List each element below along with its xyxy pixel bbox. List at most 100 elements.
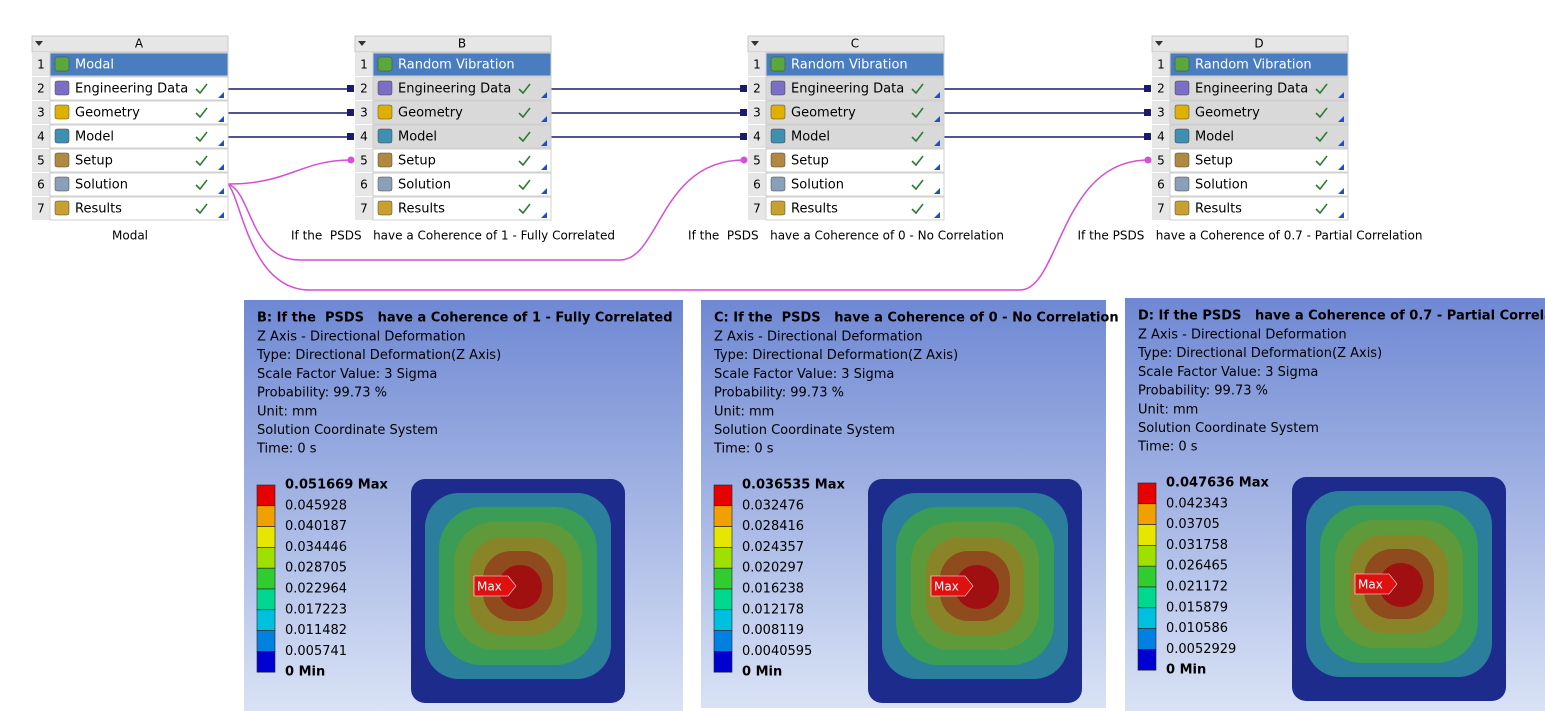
row-cell <box>765 196 945 221</box>
status-corner <box>218 116 224 122</box>
row-cell <box>372 196 552 221</box>
row-number: 7 <box>37 202 45 216</box>
legend-band <box>1137 524 1157 546</box>
legend-band <box>713 651 733 673</box>
legend-band <box>713 547 733 569</box>
legend-label: 0.015879 <box>1166 600 1228 615</box>
status-check <box>1315 83 1328 95</box>
row-label: Setup <box>791 154 829 169</box>
row-number: 5 <box>37 154 45 168</box>
row-label: Solution <box>398 178 451 193</box>
row-number-cell <box>1152 101 1170 124</box>
row-icon <box>1174 56 1190 72</box>
max-tag <box>1354 573 1398 595</box>
status-check <box>195 131 208 143</box>
row-number-cell <box>748 197 766 220</box>
row-number-cell <box>355 149 373 172</box>
status-check <box>1315 107 1328 119</box>
panel-info: Solution Coordinate System <box>714 423 895 438</box>
status-check <box>1315 203 1328 215</box>
status-corner <box>1338 212 1344 218</box>
row-number-cell <box>355 125 373 148</box>
row-icon <box>770 56 786 72</box>
panel-info: Type: Directional Deformation(Z Axis) <box>1137 346 1382 361</box>
row-number-cell <box>748 149 766 172</box>
panel-info: Z Axis - Directional Deformation <box>257 330 466 345</box>
status-corner <box>218 140 224 146</box>
row-cell <box>765 100 945 125</box>
status-check <box>518 203 531 215</box>
result-panel: C: If the PSDS have a Coherence of 0 - N… <box>701 300 1119 708</box>
legend-label: 0.012178 <box>742 602 804 617</box>
legend-band <box>713 609 733 631</box>
status-corner <box>541 164 547 170</box>
row-label: Results <box>791 202 838 217</box>
row-cell <box>372 100 552 125</box>
row-number: 1 <box>360 58 368 72</box>
status-corner <box>541 188 547 194</box>
row-label: Engineering Data <box>398 82 511 97</box>
row-number: 2 <box>1157 82 1165 96</box>
row-cell <box>49 76 229 101</box>
panel-info: Probability: 99.73 % <box>257 386 387 401</box>
row-number-cell <box>748 125 766 148</box>
row-number: 7 <box>753 202 761 216</box>
row-number-cell <box>32 173 50 196</box>
row-label: Random Vibration <box>1195 58 1312 73</box>
row-cell <box>372 172 552 197</box>
legend-label: 0.028416 <box>742 519 804 534</box>
legend-label: 0.024357 <box>742 540 804 555</box>
row-icon <box>770 104 786 120</box>
row-number: 1 <box>753 58 761 72</box>
system-block: C 1 Random Vibration 2 Engineering Data 3 Geom… <box>688 35 1004 243</box>
row-cell <box>1169 148 1349 173</box>
status-corner <box>541 92 547 98</box>
row-cell <box>372 52 552 77</box>
status-check <box>518 179 531 191</box>
row-number: 2 <box>360 82 368 96</box>
panel-info: Time: 0 s <box>713 442 774 457</box>
panel-title: B: If the PSDS have a Coherence of 1 - F… <box>257 311 673 326</box>
row-number: 5 <box>753 154 761 168</box>
legend-label: 0.010586 <box>1166 621 1228 636</box>
status-check <box>518 83 531 95</box>
row-number-cell <box>355 53 373 76</box>
row-label: Model <box>1195 130 1234 145</box>
row-label: Solution <box>75 178 128 193</box>
legend-band <box>713 505 733 527</box>
row-icon <box>377 128 393 144</box>
row-icon <box>54 200 70 216</box>
panel-info: Unit: mm <box>714 404 774 419</box>
status-corner <box>218 212 224 218</box>
row-label: Setup <box>75 154 113 169</box>
system-letter: B <box>458 37 466 51</box>
legend-label: 0.034446 <box>285 540 347 555</box>
row-label: Engineering Data <box>791 82 904 97</box>
row-cell <box>1169 76 1349 101</box>
row-number-cell <box>748 53 766 76</box>
legend-band <box>256 567 276 590</box>
panel-info: Time: 0 s <box>1137 440 1198 455</box>
row-number: 3 <box>753 106 761 120</box>
legend-band <box>256 609 276 631</box>
status-check <box>518 107 531 119</box>
max-tag-label: Max <box>1358 578 1383 592</box>
legend-label: 0.021172 <box>1166 580 1228 595</box>
legend-label: 0.011482 <box>285 623 347 638</box>
row-label: Geometry <box>791 106 856 121</box>
row-number: 6 <box>37 178 45 192</box>
row-icon <box>54 80 70 96</box>
row-cell <box>765 52 945 77</box>
legend-label: 0.051669 Max <box>285 478 388 493</box>
status-check <box>195 203 208 215</box>
result-panel: B: If the PSDS have a Coherence of 1 - F… <box>244 300 683 711</box>
legend-label: 0 Min <box>1166 663 1206 678</box>
row-icon <box>377 176 393 192</box>
row-cell <box>765 172 945 197</box>
row-label: Engineering Data <box>75 82 188 97</box>
row-number: 1 <box>1157 58 1165 72</box>
row-cell <box>372 148 552 173</box>
legend-label: 0.020297 <box>742 561 804 576</box>
